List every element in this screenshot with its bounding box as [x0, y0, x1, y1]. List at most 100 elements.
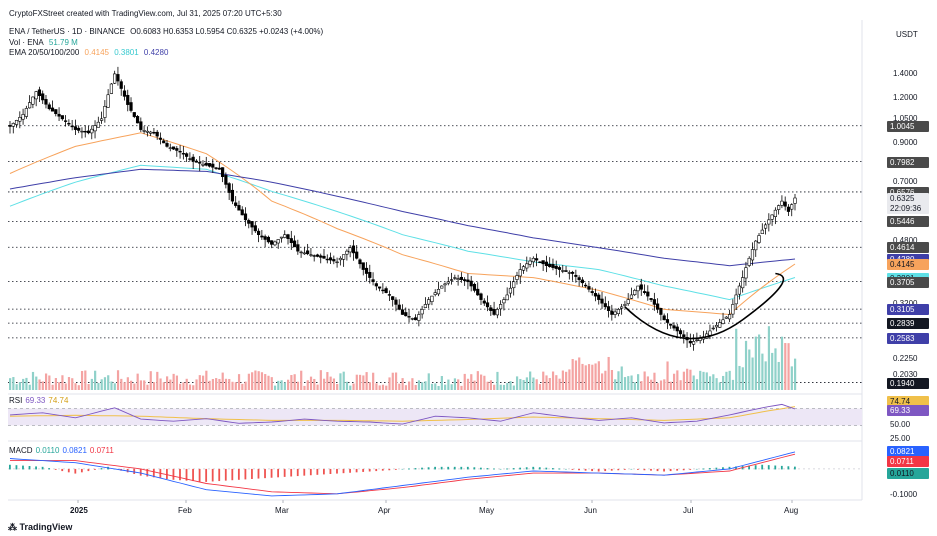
ema-label[interactable]: EMA 20/50/100/200: [9, 48, 80, 57]
volume-bar: [316, 384, 319, 390]
candle-body: [626, 299, 630, 305]
volume-bar: [48, 375, 51, 390]
candle-body: [338, 257, 342, 261]
volume-bar: [424, 381, 427, 390]
candle-body: [384, 288, 388, 293]
volume-bar: [686, 368, 689, 390]
volume-bar: [64, 383, 67, 390]
candle-body: [171, 146, 176, 150]
volume-bar: [411, 378, 414, 390]
macd-hist-bar: [486, 468, 489, 470]
candle-body: [688, 340, 692, 344]
volume-bar: [313, 378, 316, 390]
volume-bar: [587, 364, 591, 390]
volume-bar: [293, 374, 296, 390]
candle-body: [181, 153, 185, 155]
volume-bar: [519, 378, 522, 390]
macd-hist-bar: [388, 468, 391, 471]
volume-bar: [218, 378, 221, 390]
macd-hist-bar: [787, 466, 790, 470]
volume-bar: [254, 370, 257, 390]
volume-bar: [437, 385, 440, 390]
volume-bar: [15, 384, 18, 390]
macd-hist-bar: [708, 468, 711, 470]
volume-bar: [215, 378, 218, 390]
volume-bar: [25, 377, 28, 390]
volume-bar: [211, 378, 214, 390]
candle-body: [662, 315, 666, 321]
volume-bar: [159, 378, 162, 390]
candle-body: [77, 127, 81, 131]
candle-body: [675, 326, 679, 332]
rsi-axis-label: 50.00: [890, 420, 911, 429]
volume-bar: [529, 371, 532, 390]
volume-bar: [496, 371, 499, 390]
volume-bar: [480, 374, 483, 390]
volume-bar: [581, 363, 584, 390]
candle-body: [783, 201, 787, 207]
candle-body: [564, 270, 568, 272]
price-label: 1.0045: [887, 120, 929, 132]
candle-body: [410, 318, 414, 320]
candle-body: [603, 303, 607, 308]
volume-bar: [54, 378, 57, 390]
macd-hist-bar: [427, 467, 430, 470]
rsi-axis-label: 74.74: [887, 396, 929, 407]
volume-bar: [764, 361, 767, 390]
volume-bar: [201, 375, 205, 390]
candle-body: [194, 160, 199, 163]
candle-body: [600, 298, 604, 304]
macd-hist-bar: [480, 467, 482, 470]
volume-bar: [574, 360, 578, 390]
volume-bar: [604, 370, 607, 390]
volume-bar: [323, 378, 326, 390]
volume-bar: [656, 383, 659, 390]
candle-body: [512, 281, 516, 289]
volume-bar: [774, 348, 777, 390]
volume-bar: [679, 380, 682, 390]
volume-bar: [460, 385, 463, 390]
candle-body: [413, 317, 418, 321]
volume-bar: [231, 381, 234, 390]
volume-bar: [676, 370, 679, 390]
volume-bar: [663, 379, 666, 390]
symbol-label[interactable]: ENA / TetherUS · 1D · BINANCE: [9, 27, 125, 36]
candle-body: [466, 279, 470, 283]
macd-hist-bar: [336, 468, 338, 474]
price-tick: 1.0500: [893, 113, 918, 123]
volume-bar: [771, 352, 774, 390]
volume-bar: [326, 372, 329, 390]
candle-body: [64, 120, 68, 122]
candle-body: [283, 234, 287, 238]
candle-body: [610, 310, 614, 315]
candle-body: [790, 204, 794, 210]
time-tick: Feb: [178, 506, 192, 515]
volume-bar: [257, 371, 260, 390]
candle-body: [204, 162, 208, 166]
tradingview-logo[interactable]: ⁂ TradingView: [8, 522, 73, 532]
volume-bar: [722, 375, 725, 390]
ema50-line: [9, 132, 796, 316]
candle-body: [446, 281, 450, 284]
candle-body: [665, 319, 670, 323]
volume-bar: [146, 384, 149, 390]
price-label: 0.4614: [887, 242, 929, 254]
volume-bar: [126, 377, 129, 390]
candle-body: [296, 244, 300, 252]
candle-body: [754, 240, 758, 251]
macd-hist-bar: [447, 466, 450, 470]
macd-hist-bar: [689, 468, 692, 470]
volume-label[interactable]: Vol · ENA: [9, 38, 44, 47]
candle-body: [427, 299, 431, 305]
candle-body: [616, 309, 620, 314]
volume-bar: [601, 373, 604, 390]
volume-bar: [110, 381, 113, 390]
volume-bar: [90, 378, 93, 390]
volume-bar: [300, 370, 303, 390]
candle-body: [122, 90, 127, 97]
candle-body: [714, 324, 719, 328]
macd-hist-bar: [578, 468, 580, 471]
candle-body: [574, 274, 578, 277]
volume-bar: [385, 385, 388, 390]
